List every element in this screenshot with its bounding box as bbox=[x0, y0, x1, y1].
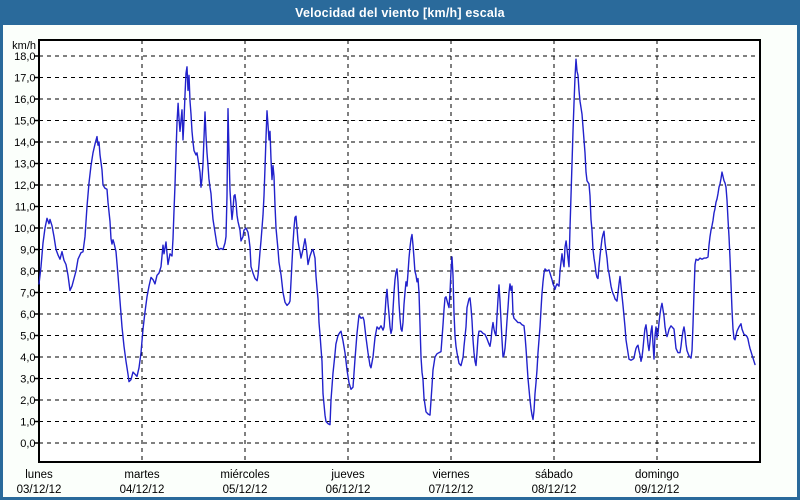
chart-title: Velocidad del viento [km/h] escala bbox=[295, 5, 505, 20]
y-tick-label: 13,0 bbox=[14, 159, 35, 171]
x-tick-weekday: martes bbox=[124, 469, 159, 481]
y-tick-label: 6,0 bbox=[20, 309, 35, 321]
x-tick-weekday: domingo bbox=[635, 469, 679, 481]
y-tick-label: 8,0 bbox=[20, 266, 35, 278]
y-tick-label: 16,0 bbox=[14, 94, 35, 106]
y-tick-label: 11,0 bbox=[15, 202, 36, 214]
x-tick-weekday: miércoles bbox=[220, 469, 269, 481]
x-tick-date: 07/12/12 bbox=[429, 484, 474, 496]
y-tick-label: 18,0 bbox=[14, 51, 35, 63]
x-tick-date: 06/12/12 bbox=[326, 484, 371, 496]
y-tick-label: 4,0 bbox=[20, 352, 35, 364]
y-tick-label: 12,0 bbox=[14, 180, 35, 192]
y-tick-label: 10,0 bbox=[14, 223, 35, 235]
axis-labels: 0,0 1,0 2,0 3,0 4,0 5,0 6,0 7,0 8,0 9,0 10,0 11,0 12… bbox=[12, 40, 679, 496]
y-tick-label: 7,0 bbox=[20, 288, 35, 300]
x-tick-date: 03/12/12 bbox=[17, 484, 62, 496]
y-tick-label: 1,0 bbox=[20, 417, 35, 429]
y-tick-label: 15,0 bbox=[14, 116, 35, 128]
y-tick-label: 17,0 bbox=[14, 73, 35, 85]
x-tick-weekday: sábado bbox=[535, 469, 573, 481]
x-tick-date: 08/12/12 bbox=[532, 484, 577, 496]
x-tick-weekday: lunes bbox=[25, 469, 53, 481]
x-tick-date: 09/12/12 bbox=[635, 484, 680, 496]
x-tick-date: 04/12/12 bbox=[120, 484, 165, 496]
y-axis-unit-label: km/h bbox=[12, 40, 36, 52]
wind-speed-line bbox=[38, 58, 756, 426]
plot-border bbox=[38, 39, 761, 463]
y-tick-label: 9,0 bbox=[20, 245, 35, 257]
y-tick-label: 2,0 bbox=[20, 395, 35, 407]
y-tick-label: 0,0 bbox=[20, 438, 35, 450]
x-tick-weekday: viernes bbox=[432, 469, 469, 481]
y-tick-label: 5,0 bbox=[20, 331, 35, 343]
x-tick-weekday: jueves bbox=[330, 469, 364, 481]
plot-area bbox=[39, 40, 760, 462]
y-tick-label: 3,0 bbox=[20, 374, 35, 386]
x-tick-date: 05/12/12 bbox=[223, 484, 268, 496]
window-titlebar: Velocidad del viento [km/h] escala bbox=[0, 0, 800, 25]
y-tick-label: 14,0 bbox=[14, 137, 35, 149]
